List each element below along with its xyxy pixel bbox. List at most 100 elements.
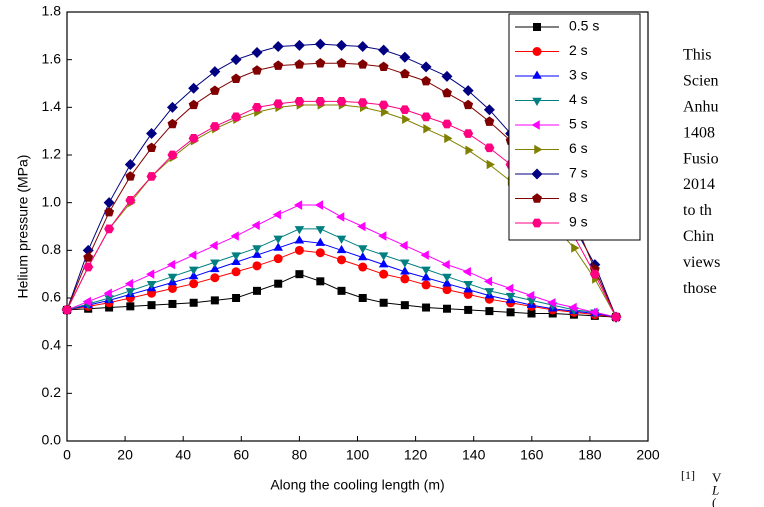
marker: [402, 114, 411, 125]
y-tick-label: 0.8: [42, 241, 62, 257]
marker: [465, 145, 474, 155]
marker: [463, 280, 473, 290]
marker: [358, 262, 368, 272]
marker: [104, 207, 115, 217]
marker: [589, 307, 598, 318]
marker: [209, 66, 221, 78]
marker: [124, 159, 136, 171]
legend-label: 8 s: [569, 189, 588, 205]
marker: [423, 124, 432, 134]
marker: [357, 98, 368, 107]
marker: [400, 301, 409, 310]
x-tick-label: 60: [234, 447, 250, 463]
marker: [314, 200, 324, 210]
marker: [441, 119, 452, 129]
marker: [315, 248, 325, 258]
marker: [294, 245, 304, 255]
legend-marker: [532, 97, 542, 106]
marker: [146, 269, 155, 279]
marker: [506, 308, 515, 317]
marker: [189, 298, 198, 307]
x-axis-title: Along the cooling length (m): [270, 477, 444, 493]
y-tick-label: 0.4: [42, 336, 62, 352]
marker: [83, 252, 94, 262]
marker: [315, 226, 326, 235]
marker: [210, 259, 220, 268]
marker: [251, 47, 263, 59]
marker: [462, 85, 474, 97]
marker: [378, 252, 389, 261]
marker: [336, 39, 348, 51]
marker: [146, 280, 157, 290]
marker: [166, 101, 178, 113]
footnote-line: L: [711, 482, 719, 497]
marker: [337, 255, 347, 265]
marker: [294, 226, 305, 235]
marker: [547, 298, 556, 308]
x-tick-label: 80: [292, 447, 308, 463]
marker: [442, 304, 451, 313]
marker: [486, 159, 495, 170]
legend-marker: [531, 168, 543, 180]
y-tick-label: 0.0: [42, 432, 62, 448]
x-tick-label: 120: [404, 447, 428, 463]
legend-marker: [532, 70, 542, 79]
marker: [230, 231, 239, 241]
marker: [378, 100, 389, 110]
marker: [209, 85, 220, 95]
marker: [251, 220, 260, 231]
marker: [231, 252, 241, 261]
marker: [295, 270, 304, 279]
marker: [400, 274, 410, 284]
marker: [189, 279, 199, 289]
marker: [294, 59, 305, 69]
body-text-line: to th: [683, 202, 712, 219]
marker: [103, 288, 112, 298]
y-tick-label: 1.4: [42, 98, 62, 114]
marker: [273, 99, 284, 109]
marker: [146, 142, 157, 153]
marker: [568, 302, 577, 313]
marker: [378, 231, 387, 241]
marker: [444, 133, 453, 144]
body-text-line: 1408: [683, 124, 715, 141]
marker: [210, 296, 219, 305]
legend-label: 9 s: [569, 214, 588, 230]
x-tick-label: 160: [520, 447, 544, 463]
marker: [421, 75, 432, 86]
marker: [188, 133, 199, 143]
marker: [231, 256, 241, 265]
marker: [105, 303, 114, 312]
marker: [147, 301, 156, 310]
marker: [484, 116, 495, 126]
marker: [379, 269, 389, 279]
marker: [252, 286, 261, 295]
marker: [399, 68, 410, 79]
marker: [589, 269, 600, 279]
y-tick-label: 1.8: [42, 3, 62, 19]
marker: [231, 73, 242, 83]
marker: [125, 195, 136, 205]
marker: [483, 104, 495, 116]
y-tick-label: 1.2: [42, 146, 62, 162]
marker: [231, 112, 242, 122]
x-tick-label: 0: [63, 447, 71, 463]
marker: [336, 235, 347, 244]
marker: [336, 212, 345, 222]
marker: [166, 259, 176, 270]
legend-label: 5 s: [569, 116, 588, 132]
marker: [358, 294, 367, 302]
marker: [188, 271, 199, 280]
marker: [337, 286, 346, 295]
marker: [251, 103, 262, 112]
x-tick-label: 40: [175, 447, 191, 463]
marker: [209, 240, 218, 251]
marker: [315, 58, 326, 68]
marker: [209, 122, 220, 131]
marker: [293, 39, 305, 51]
marker: [336, 244, 347, 254]
x-tick-label: 180: [578, 447, 602, 463]
marker: [231, 267, 241, 277]
legend-marker: [532, 47, 542, 56]
